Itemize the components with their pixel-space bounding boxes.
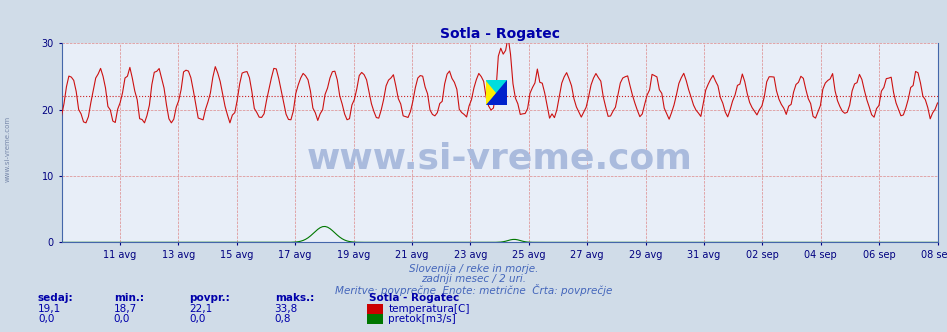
Text: zadnji mesec / 2 uri.: zadnji mesec / 2 uri. [421, 274, 526, 284]
Text: 0,0: 0,0 [114, 314, 130, 324]
Title: Sotla - Rogatec: Sotla - Rogatec [439, 27, 560, 41]
Text: 19,1: 19,1 [38, 304, 62, 314]
Text: Sotla - Rogatec: Sotla - Rogatec [369, 293, 459, 303]
Polygon shape [486, 80, 507, 105]
Text: 33,8: 33,8 [275, 304, 298, 314]
Text: povpr.:: povpr.: [189, 293, 230, 303]
Text: 18,7: 18,7 [114, 304, 137, 314]
Text: 0,0: 0,0 [189, 314, 205, 324]
Text: www.si-vreme.com: www.si-vreme.com [307, 142, 692, 176]
Polygon shape [486, 80, 507, 105]
Text: pretok[m3/s]: pretok[m3/s] [388, 314, 456, 324]
Text: maks.:: maks.: [275, 293, 313, 303]
Text: www.si-vreme.com: www.si-vreme.com [5, 116, 10, 183]
Text: Meritve: povprečne  Enote: metrične  Črta: povprečje: Meritve: povprečne Enote: metrične Črta:… [335, 284, 612, 296]
Text: 22,1: 22,1 [189, 304, 213, 314]
Text: 0,0: 0,0 [38, 314, 54, 324]
Text: sedaj:: sedaj: [38, 293, 74, 303]
Polygon shape [486, 80, 507, 105]
Text: Slovenija / reke in morje.: Slovenija / reke in morje. [409, 264, 538, 274]
Text: 0,8: 0,8 [275, 314, 291, 324]
Text: min.:: min.: [114, 293, 144, 303]
Text: temperatura[C]: temperatura[C] [388, 304, 470, 314]
